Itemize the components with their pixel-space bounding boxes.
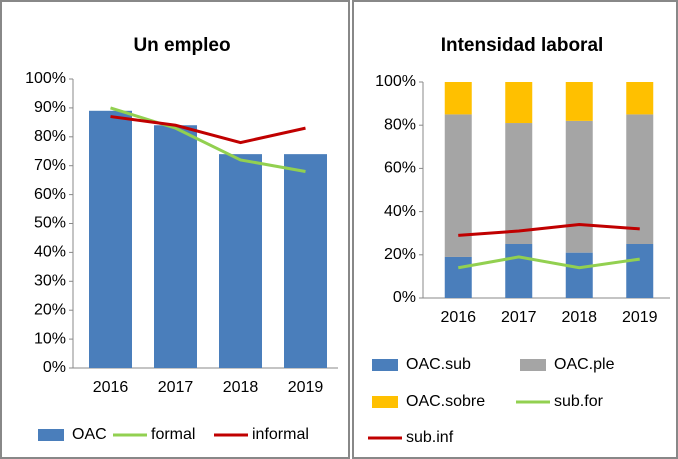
y-tick-label: 0%: [393, 289, 416, 306]
x-tick-label: 2019: [288, 379, 324, 396]
legend-swatch: [520, 359, 546, 371]
panel-border: [352, 0, 678, 459]
y-tick-label: 40%: [34, 244, 66, 261]
line: [110, 115, 306, 145]
y-tick-label: 60%: [384, 160, 416, 177]
chart-title: Intensidad laboral: [441, 35, 604, 56]
y-tick-label: 40%: [384, 203, 416, 220]
bar: [444, 82, 472, 115]
legend-label: OAC.ple: [554, 356, 615, 373]
bar: [444, 114, 472, 257]
panel-border: [0, 0, 350, 459]
bar: [444, 256, 472, 298]
y-tick-label: 70%: [34, 157, 66, 174]
y-tick-label: 100%: [25, 70, 66, 87]
bar: [626, 244, 654, 298]
bar: [565, 120, 593, 253]
line: [110, 106, 306, 173]
bar: [565, 252, 593, 298]
x-tick-label: 2016: [440, 309, 476, 326]
legend-swatch: [372, 396, 398, 408]
legend-label: OAC.sub: [406, 356, 471, 373]
bar: [505, 244, 533, 298]
bar: [284, 154, 327, 368]
line: [458, 223, 640, 237]
bar: [505, 82, 533, 124]
y-tick-label: 90%: [34, 99, 66, 116]
legend-label: informal: [252, 426, 309, 443]
y-tick-label: 50%: [34, 215, 66, 232]
bar: [219, 154, 262, 368]
y-tick-label: 30%: [34, 273, 66, 290]
x-tick-label: 2016: [93, 379, 129, 396]
legend-label: sub.inf: [406, 429, 454, 446]
bar: [565, 82, 593, 121]
y-tick-label: 100%: [375, 73, 416, 90]
x-tick-label: 2017: [501, 309, 537, 326]
y-tick-label: 20%: [34, 301, 66, 318]
x-tick-label: 2018: [561, 309, 597, 326]
y-tick-label: 0%: [43, 359, 66, 376]
bar: [505, 123, 533, 244]
line: [457, 255, 640, 270]
y-tick-label: 80%: [34, 128, 66, 145]
y-tick-label: 10%: [34, 330, 66, 347]
legend-label: OAC.sobre: [406, 393, 485, 410]
y-tick-label: 20%: [384, 246, 416, 263]
bar: [154, 125, 197, 369]
legend-label: OAC: [72, 426, 107, 443]
bar: [89, 110, 132, 368]
y-tick-label: 60%: [34, 186, 66, 203]
x-tick-label: 2017: [158, 379, 194, 396]
bar: [626, 82, 654, 115]
x-tick-label: 2018: [223, 379, 259, 396]
chart-title: Un empleo: [133, 35, 230, 56]
bar: [626, 114, 654, 245]
x-tick-label: 2019: [622, 309, 658, 326]
legend-swatch: [38, 429, 64, 441]
y-tick-label: 80%: [384, 116, 416, 133]
legend-label: formal: [151, 426, 195, 443]
legend-label: sub.for: [554, 393, 604, 410]
legend-swatch: [372, 359, 398, 371]
